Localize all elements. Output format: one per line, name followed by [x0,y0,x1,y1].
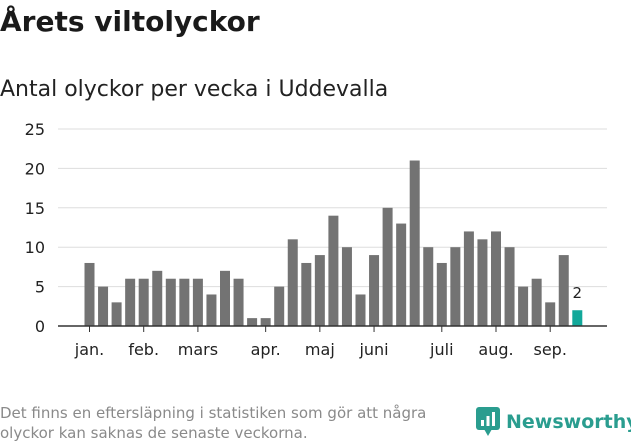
bar [138,278,149,326]
bar [206,294,217,326]
bar [179,278,190,326]
bar [314,255,325,326]
bar-layer: 2 [84,160,583,326]
bar [477,239,488,326]
bar [436,262,447,326]
bar [274,286,285,326]
x-tick-label: aug. [478,340,513,359]
bar [355,294,366,326]
x-tick-label: juli [429,340,453,359]
bar-chart: 2 0 5 10 15 20 25 jan. feb. mars apr. maj juni juli a… [25,120,607,359]
y-tick-label: 10 [25,238,45,257]
bar [369,255,380,326]
bar [220,270,230,326]
y-tick-label: 25 [25,120,45,139]
x-tick-label: mars [178,340,218,359]
y-tick-label: 0 [35,317,45,336]
bar-current-week [572,310,583,326]
brand-logo: Newsworthy [476,407,631,437]
bar [463,231,474,326]
bar [504,247,515,326]
bar [125,278,136,326]
bar [301,262,312,326]
axis-layer: 0 5 10 15 20 25 jan. feb. mars apr. maj juni juli aug… [25,120,607,359]
y-tick-label: 5 [35,278,45,297]
y-tick-label: 15 [25,199,45,218]
x-tick-label: apr. [251,340,281,359]
y-tick-label: 20 [25,159,45,178]
newsworthy-logo-icon [476,407,500,436]
bar [518,286,529,326]
bar [260,318,271,326]
x-tick-label: juni [358,340,388,359]
bar [450,247,461,326]
bar [328,215,339,326]
bar [558,255,569,326]
bar [491,231,501,326]
bar [545,302,556,326]
bar-value-label: 2 [573,284,583,302]
bar [98,286,109,326]
footnote: Det finns en eftersläpning i statistiken… [0,404,427,442]
page-title: Årets viltolyckor [0,5,260,38]
bar [192,278,203,326]
bar [233,278,244,326]
x-tick-label: feb. [128,340,159,359]
x-tick-label: sep. [533,340,566,359]
bar [396,223,407,326]
bar [165,278,176,326]
bar [341,247,352,326]
brand-name: Newsworthy [506,411,631,433]
bar [409,160,420,326]
bar [423,247,434,326]
bar [152,270,163,326]
bar [287,239,298,326]
x-tick-label: maj [305,340,335,359]
bar [84,262,95,326]
bar [111,302,122,326]
bar [247,318,258,326]
bar [531,278,542,326]
x-tick-label: jan. [74,340,104,359]
chart-subtitle: Antal olyckor per vecka i Uddevalla [0,77,389,102]
bar [382,207,393,326]
